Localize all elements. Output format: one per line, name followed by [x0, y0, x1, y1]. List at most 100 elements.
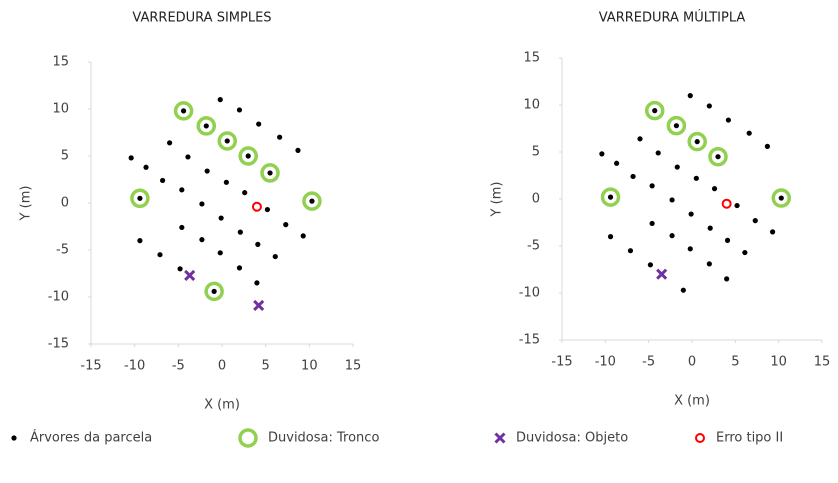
x-tick-label: 5 — [731, 355, 739, 370]
point — [300, 233, 306, 239]
x-tick-label: -5 — [172, 359, 185, 374]
legend-marker — [494, 432, 506, 444]
x-tick-label: -15 — [80, 359, 101, 374]
point — [160, 177, 166, 184]
point — [204, 168, 210, 174]
point — [644, 100, 665, 121]
point — [179, 187, 185, 193]
point — [724, 276, 730, 282]
point — [673, 123, 680, 129]
legend-label: Erro tipo II — [716, 431, 783, 446]
x-tick-label: 15 — [345, 359, 362, 374]
x-tick-label: -10 — [595, 355, 616, 370]
point — [237, 229, 243, 235]
y-tick-label: -10 — [48, 290, 69, 305]
point — [708, 146, 728, 167]
point — [607, 194, 614, 200]
point — [260, 163, 280, 183]
x-tick-label: 10 — [770, 355, 787, 370]
point — [223, 179, 229, 185]
point — [687, 131, 707, 152]
chart: VARREDURA SIMPLES -15 -10 -5 0 5 10 15 -15 -10 -5 0… — [19, 11, 362, 413]
point — [167, 140, 173, 146]
point — [770, 229, 776, 235]
point — [173, 101, 194, 121]
point — [734, 202, 740, 209]
y-tick-label: -10 — [519, 286, 540, 301]
y-tick-label: 5 — [532, 145, 540, 160]
x-axis-label: X (m) — [204, 398, 240, 413]
y-axis-label: Y (m) — [490, 182, 505, 218]
point — [267, 170, 273, 176]
point — [649, 183, 655, 189]
point — [236, 107, 243, 113]
point — [687, 246, 693, 252]
point — [752, 218, 758, 224]
x-tick-label: 10 — [301, 359, 318, 374]
point — [204, 281, 224, 302]
x-axis-label: X (m) — [674, 394, 710, 409]
point — [217, 250, 223, 256]
point — [245, 153, 251, 159]
point — [217, 97, 223, 103]
point — [630, 173, 636, 180]
point — [688, 211, 694, 217]
y-tick-label: 10 — [523, 98, 540, 113]
point — [283, 222, 289, 228]
legend-label: Duvidosa: Objeto — [516, 431, 628, 446]
x-tick-label: -5 — [642, 355, 655, 370]
x-tick-label: 15 — [814, 355, 831, 370]
point — [130, 188, 150, 209]
point — [238, 146, 258, 166]
legend-marker — [695, 433, 705, 443]
point — [218, 215, 224, 221]
point — [277, 134, 283, 140]
point — [264, 206, 271, 213]
point — [137, 195, 143, 201]
point — [254, 280, 260, 286]
y-tick-label: 15 — [52, 55, 69, 70]
point — [302, 191, 322, 211]
y-tick-label: 10 — [52, 102, 69, 117]
y-tick-label: 0 — [61, 196, 69, 211]
point — [199, 237, 205, 243]
point — [143, 164, 149, 170]
point — [715, 154, 721, 160]
point — [669, 233, 675, 239]
y-tick-label: -15 — [48, 337, 69, 352]
point — [180, 108, 187, 114]
point — [211, 288, 217, 294]
point — [627, 248, 634, 254]
point — [674, 164, 680, 170]
point — [680, 287, 686, 293]
y-tick-label: 5 — [61, 149, 69, 164]
point — [157, 252, 163, 258]
y-tick-label: -5 — [56, 243, 69, 258]
point — [242, 190, 248, 196]
legend-label: Duvidosa: Tronco — [268, 431, 379, 446]
point — [725, 117, 732, 123]
x-tick-label: 0 — [688, 355, 696, 370]
point — [687, 93, 693, 99]
point — [256, 121, 262, 127]
point — [666, 115, 687, 136]
point — [196, 116, 217, 136]
point — [647, 262, 654, 268]
point — [706, 261, 712, 267]
point — [217, 131, 237, 151]
point — [295, 147, 301, 153]
point — [652, 108, 658, 114]
point — [185, 154, 191, 160]
point — [742, 249, 748, 256]
point — [694, 139, 700, 145]
point — [607, 234, 614, 240]
point — [309, 198, 315, 204]
legend: Árvores da parcela Duvidosa: Tronco Duvido… — [11, 428, 783, 448]
point — [203, 123, 209, 129]
point — [128, 155, 134, 161]
y-tick-label: -5 — [527, 239, 540, 254]
point — [599, 151, 605, 157]
point — [224, 138, 230, 144]
point — [706, 103, 712, 109]
